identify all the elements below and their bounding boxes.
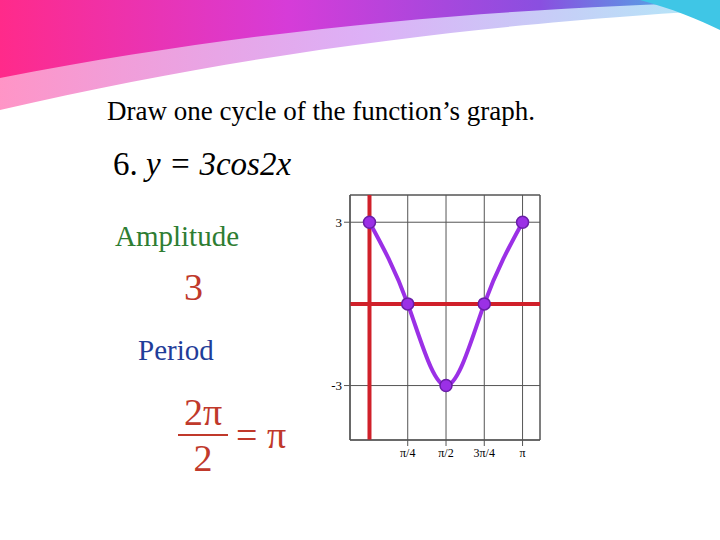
svg-text:3: 3 bbox=[336, 215, 343, 230]
svg-text:-3: -3 bbox=[331, 378, 342, 393]
html-text:Draw one cycle of the function: Draw one cycle of the function’s graph. bbox=[107, 96, 536, 126]
html-text:= π: = π bbox=[236, 414, 287, 456]
html-text:Amplitude: Amplitude bbox=[115, 220, 239, 252]
svg-text:π: π bbox=[520, 446, 526, 460]
svg-text:π/4: π/4 bbox=[400, 446, 415, 460]
html-text:2: 2 bbox=[193, 437, 213, 479]
html-text:3: 3 bbox=[184, 266, 203, 308]
html-text:6. y = 3cos2x: 6. y = 3cos2x bbox=[113, 146, 292, 182]
html-text:2π: 2π bbox=[183, 391, 223, 433]
html-text:Period: Period bbox=[138, 334, 214, 366]
svg-text:3π/4: 3π/4 bbox=[474, 446, 495, 460]
svg-text:π/2: π/2 bbox=[438, 446, 453, 460]
